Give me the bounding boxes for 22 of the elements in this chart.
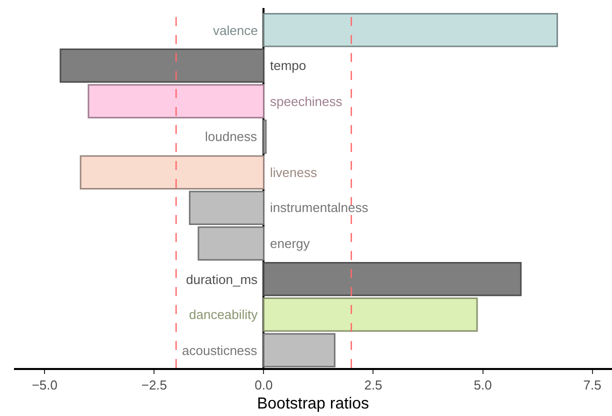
y-tick-label: tempo bbox=[270, 58, 306, 73]
bar bbox=[262, 120, 267, 154]
y-tick-label: liveness bbox=[270, 165, 318, 180]
x-tick-label: −2.5 bbox=[141, 377, 168, 392]
x-tick-label: 5.0 bbox=[474, 377, 492, 392]
x-axis-title: Bootstrap ratios bbox=[256, 396, 370, 413]
y-tick-label: valence bbox=[213, 23, 258, 38]
y-tick-label: instrumentalness bbox=[270, 200, 369, 215]
bar bbox=[88, 84, 264, 118]
x-tick-label: −5.0 bbox=[32, 377, 58, 392]
y-tick-label: acousticness bbox=[182, 343, 258, 358]
y-tick-label: loudness bbox=[205, 129, 258, 144]
bar bbox=[262, 333, 336, 368]
y-tick-label: speechiness bbox=[270, 94, 343, 109]
y-tick-label: duration_ms bbox=[186, 272, 258, 287]
x-tick-label: 0.0 bbox=[254, 377, 273, 392]
bar bbox=[80, 155, 264, 190]
y-tick-label: danceability bbox=[189, 307, 258, 322]
bar bbox=[262, 298, 478, 332]
y-tick-label: energy bbox=[270, 236, 310, 251]
x-tick-label: 7.5 bbox=[583, 377, 602, 392]
x-tick-label: 2.5 bbox=[364, 377, 382, 392]
